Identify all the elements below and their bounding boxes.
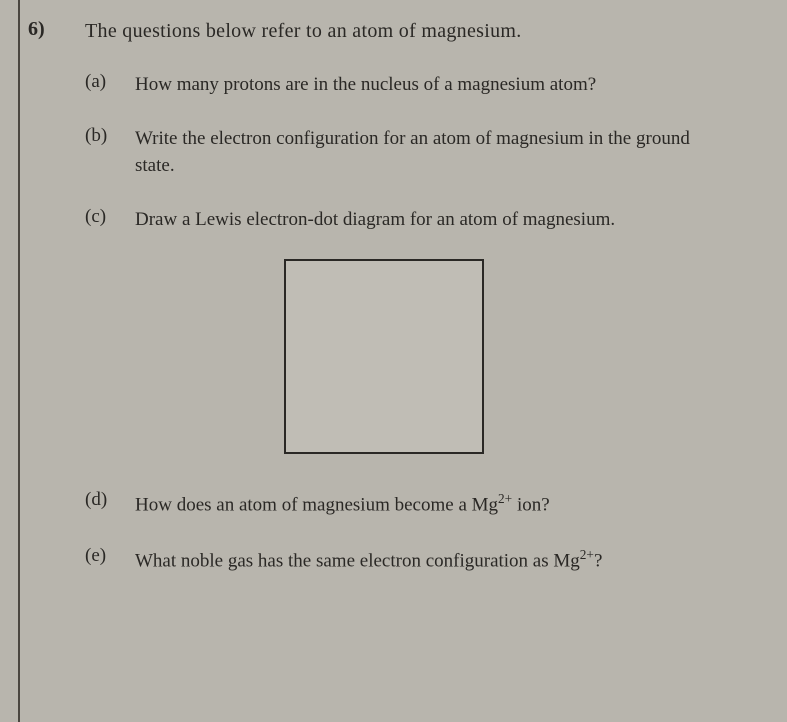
sub-text-e-sup: 2+ [580,547,594,562]
sub-text-a: How many protons are in the nucleus of a… [135,71,626,99]
margin-line [18,0,20,722]
lewis-diagram-box [284,259,484,454]
sub-text-d: How does an atom of magnesium become a M… [135,489,580,519]
question-number: 6) [28,18,45,41]
sub-text-e: What noble gas has the same electron con… [135,545,632,575]
sub-text-e-after: ? [594,550,602,571]
sub-text-e-before: What noble gas has the same electron con… [135,550,580,571]
sub-letter-c: (c) [85,206,113,228]
sub-letter-d: (d) [85,489,113,511]
sub-letter-b: (b) [85,125,113,147]
sub-text-d-before: How does an atom of magnesium become a M… [135,495,498,516]
question-intro: The questions below refer to an atom of … [85,20,757,43]
sub-question-b: (b) Write the electron configuration for… [85,125,757,180]
sub-text-d-after: ion? [512,495,549,516]
sub-question-d: (d) How does an atom of magnesium become… [85,489,757,519]
sub-text-c: Draw a Lewis electron-dot diagram for an… [135,206,645,234]
sub-letter-a: (a) [85,71,113,93]
sub-text-d-sup: 2+ [498,491,512,506]
sub-question-e: (e) What noble gas has the same electron… [85,545,757,575]
sub-letter-e: (e) [85,545,113,567]
sub-text-b: Write the electron configuration for an … [135,125,757,180]
sub-question-a: (a) How many protons are in the nucleus … [85,71,757,99]
sub-question-c: (c) Draw a Lewis electron-dot diagram fo… [85,206,757,234]
